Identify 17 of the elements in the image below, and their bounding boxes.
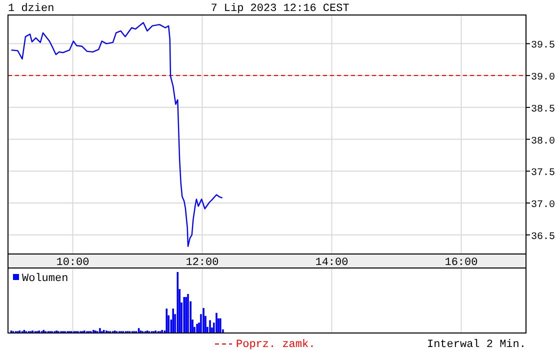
x-tick-label: 16:00 <box>444 257 478 269</box>
line-series <box>10 22 223 247</box>
legend-label: Wolumen <box>22 273 68 285</box>
chart-title: 1 dzien <box>8 3 54 15</box>
y-tick-label: 39.5 <box>531 40 556 52</box>
text: Interwal 2 Min. <box>426 339 526 350</box>
y-tick-label: 38.0 <box>531 136 556 148</box>
y-tick-label: 37.0 <box>531 200 556 212</box>
x-tick-label: 14:00 <box>315 257 348 269</box>
x-tick-label: 12:00 <box>186 257 219 269</box>
x-tick-label: 10:00 <box>56 257 90 269</box>
y-tick-label: 37.5 <box>531 168 556 180</box>
y-tick-label: 36.5 <box>531 232 556 243</box>
chart-subtitle: 7 Lip 2023 12:16 CEST <box>210 3 350 15</box>
y-tick-label: 39.0 <box>531 72 556 84</box>
y-tick-label: 38.5 <box>531 104 556 116</box>
legend-label: Poprz. zamk. <box>236 339 316 350</box>
